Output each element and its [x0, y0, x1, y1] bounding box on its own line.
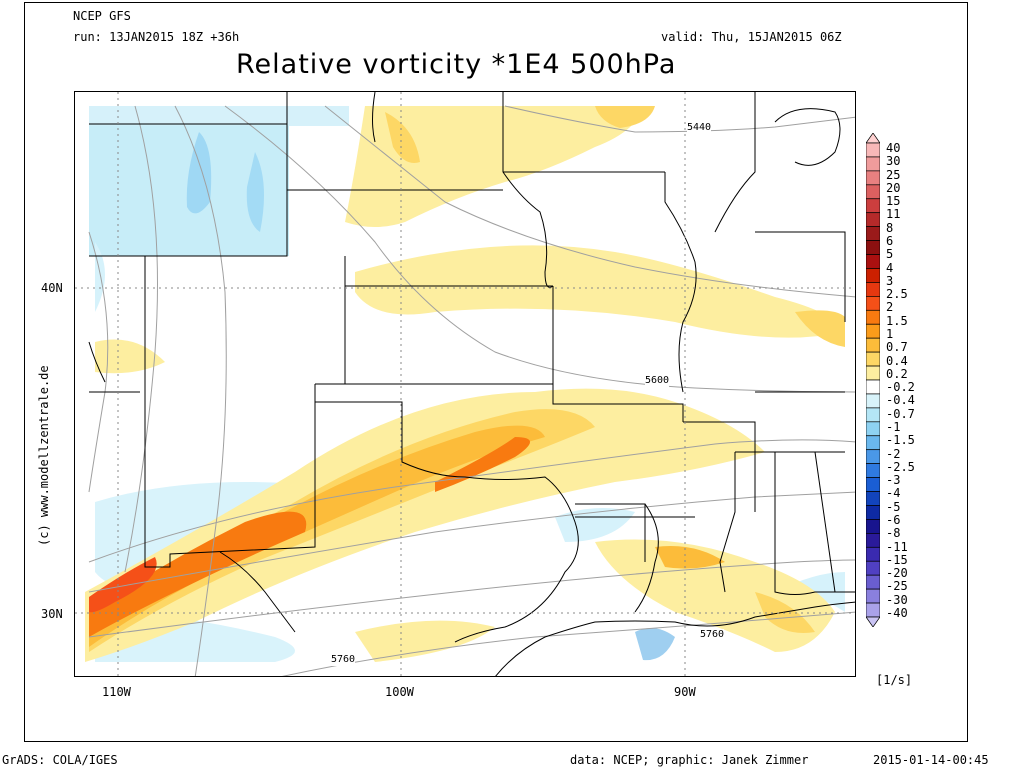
colorbar-label: 2: [886, 300, 894, 315]
colorbar-label: 15: [886, 194, 901, 209]
colorbar-swatch: [866, 574, 880, 590]
colorbar-swatch: [866, 533, 880, 548]
colorbar-label: 25: [886, 167, 901, 182]
colorbar-swatch: [866, 309, 880, 325]
grid-lines: [75, 92, 855, 676]
colorbar-swatch: [866, 240, 880, 255]
run-info: run: 13JAN2015 18Z +36h: [73, 30, 240, 44]
colorbar-label: 30: [886, 154, 901, 169]
colorbar-swatch: [866, 588, 880, 604]
colorbar-label: -11: [886, 539, 908, 554]
colorbar-label: 8: [886, 220, 894, 235]
colorbar-swatch: [866, 323, 880, 339]
units-label: [1/s]: [876, 673, 913, 687]
colorbar-swatch: [866, 505, 880, 520]
lat-label-30n: 30N: [41, 607, 63, 621]
colorbar: [866, 133, 880, 627]
contour-label-5760-west: 5760: [331, 654, 356, 666]
contour-label-5760-east: 5760: [700, 629, 725, 641]
colorbar-label: 5: [886, 247, 894, 262]
colorbar-label: 1: [886, 327, 894, 341]
colorbar-arrow-bottom: [866, 616, 880, 627]
map-area: 5440 5600 5760 5760: [74, 91, 856, 677]
colorbar-label: 0.7: [886, 340, 908, 355]
colorbar-label: -15: [886, 552, 908, 567]
colorbar-label: 0.4: [886, 353, 908, 368]
colorbar-label: -20: [886, 566, 908, 581]
colorbar-swatch: [866, 184, 880, 200]
lon-label-100w: 100W: [385, 685, 414, 699]
colorbar-swatch: [866, 198, 880, 214]
colorbar-label: 11: [886, 207, 901, 222]
colorbar-label: -25: [886, 579, 908, 594]
colorbar-swatch: [866, 282, 880, 297]
footer-left: GrADS: COLA/IGES: [2, 753, 118, 767]
lat-label-40n: 40N: [41, 281, 63, 295]
colorbar-label: -2: [886, 446, 901, 461]
colorbar-swatch: [866, 156, 880, 172]
height-contours: [88, 105, 855, 676]
colorbar-swatch: [866, 226, 880, 241]
map-title: Relative vorticity *1E4 500hPa: [236, 49, 677, 80]
colorbar-label: -4: [886, 486, 901, 501]
colorbar-label: 6: [886, 234, 894, 248]
colorbar-swatch: [866, 212, 880, 227]
colorbar-label: -0.4: [886, 393, 915, 408]
colorbar-swatch: [866, 519, 880, 534]
coastlines: [88, 108, 855, 676]
colorbar-swatch: [866, 546, 880, 562]
colorbar-label: 0.2: [886, 366, 908, 381]
colorbar-label: 2.5: [886, 287, 908, 302]
colorbar-label: -0.2: [886, 380, 915, 395]
colorbar-swatch: [866, 254, 880, 269]
contour-label-5440: 5440: [687, 122, 712, 134]
colorbar-swatch: [866, 296, 880, 311]
side-credit: (c) www.modellzentrale.de: [37, 365, 51, 546]
colorbar-label: -3: [886, 473, 901, 488]
colorbar-swatch: [866, 337, 880, 353]
colorbar-swatch: [866, 477, 880, 492]
footer-right: 2015-01-14-00:45: [873, 753, 989, 767]
colorbar-swatch: [866, 170, 880, 186]
lon-label-110w: 110W: [102, 685, 131, 699]
colorbar-swatch: [866, 351, 880, 367]
colorbar-label: -8: [886, 526, 901, 541]
colorbar-label: -6: [886, 513, 901, 527]
political-boundaries: [89, 92, 855, 643]
colorbar-swatch: [866, 365, 880, 381]
colorbar-label: -2.5: [886, 459, 915, 474]
colorbar-swatch: [866, 463, 880, 478]
colorbar-swatch: [866, 491, 880, 506]
colorbar-label: -5: [886, 499, 901, 514]
colorbar-label: -30: [886, 592, 908, 607]
valid-info: valid: Thu, 15JAN2015 06Z: [661, 30, 842, 44]
colorbar-label: -1.5: [886, 433, 915, 448]
colorbar-label: 40: [886, 141, 901, 155]
colorbar-swatch: [866, 602, 880, 618]
colorbar-swatch: [866, 421, 880, 437]
colorbar-swatch: [866, 393, 880, 409]
colorbar-swatch: [866, 449, 880, 464]
colorbar-swatch: [866, 268, 880, 283]
colorbar-label: -40: [886, 606, 908, 620]
lon-label-90w: 90W: [674, 685, 696, 699]
colorbar-label: 1.5: [886, 313, 908, 328]
colorbar-label: -1: [886, 420, 901, 434]
colorbar-swatch: [866, 142, 880, 158]
contour-label-5600: 5600: [645, 375, 670, 387]
colorbar-swatch: [866, 379, 880, 395]
colorbar-swatch: [866, 435, 880, 451]
colorbar-arrow-top: [866, 133, 880, 144]
colorbar-swatch: [866, 407, 880, 423]
model-name: NCEP GFS: [73, 9, 131, 23]
plot-frame: [24, 2, 968, 742]
colorbar-label: 20: [886, 180, 901, 195]
colorbar-label: 4: [886, 260, 894, 275]
vorticity-positive-fields: [85, 106, 845, 662]
colorbar-swatch: [866, 560, 880, 576]
colorbar-label: 3: [886, 273, 894, 288]
footer-center: data: NCEP; graphic: Janek Zimmer: [570, 753, 809, 767]
colorbar-label: -0.7: [886, 406, 915, 421]
